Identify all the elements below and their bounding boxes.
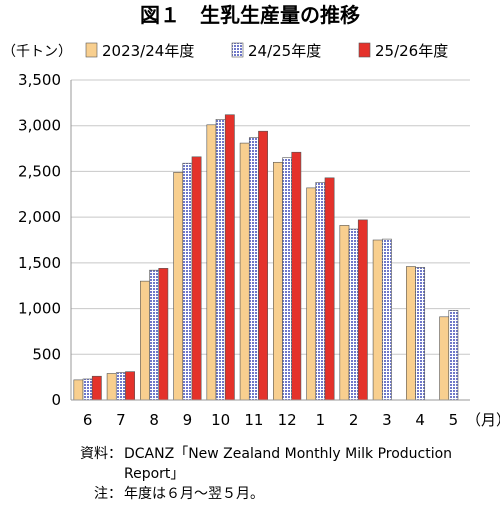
x-tick-label: 7 [116,411,126,429]
bar [173,172,184,401]
note-label: 注： [94,486,122,502]
bar [448,310,459,401]
y-tick-label: 2,000 [18,208,61,226]
legend-label: 24/25年度 [248,42,321,60]
x-tick-label: 8 [149,411,159,429]
note-text: 年度は６月～翌５月。 [124,486,264,502]
x-tick-label: 3 [382,411,392,429]
bar [125,371,135,401]
x-tick-label: 5 [449,411,459,429]
source-text: DCANZ「New Zealand Monthly Milk Productio… [124,446,453,482]
x-axis-unit: （月） [466,411,500,429]
y-axis-ticks: 0 500 1,000 1,500 2,000 2,500 3,000 3,500 [18,71,61,409]
bar [381,238,392,401]
x-tick-label: 10 [211,411,230,429]
source-row: 資料： DCANZ「New Zealand Monthly Milk Produ… [70,444,495,484]
note-row: 注： 年度は６月～翌５月。 [70,484,495,504]
bar [115,372,126,401]
bar [406,266,416,401]
legend-swatch [85,42,98,58]
bar [372,239,383,401]
y-axis-unit: （千トン） [2,44,72,60]
y-tick-label: 3,500 [18,71,61,89]
legend-swatch [358,42,371,58]
bar [348,228,359,401]
x-axis-ticks: 6 7 8 9 10 11 12 1 2 3 4 5 [83,411,458,429]
bar [206,124,217,401]
legend-label: 25/26年度 [375,42,448,60]
y-tick-label: 1,000 [18,300,61,318]
source-notes: 資料： DCANZ「New Zealand Monthly Milk Produ… [70,444,495,504]
milk-production-chart: 図１ 生乳生産量の推移 （千トン） 2023/24年度 24/25年度 25/26年… [2,3,500,429]
bar [73,379,84,401]
bar [282,157,293,401]
bar [224,114,235,401]
legend-label: 2023/24年度 [102,42,194,60]
bar [182,162,193,401]
x-tick-label: 2 [349,411,359,429]
bar [306,187,317,401]
x-tick-label: 1 [316,411,326,429]
y-tick-label: 2,500 [18,162,61,180]
bar [357,219,368,401]
bar [191,156,202,401]
bar [439,316,450,401]
y-tick-label: 500 [32,345,61,363]
chart-title: 図１ 生乳生産量の推移 [140,3,360,27]
x-tick-label: 6 [83,411,93,429]
bar [324,177,335,401]
bar [106,373,117,401]
source-label: 資料： [80,446,122,462]
bar [215,119,226,401]
bar [82,378,93,401]
bar [239,142,250,401]
y-tick-label: 1,500 [18,254,61,272]
bar [91,375,102,401]
bar [158,268,169,401]
x-tick-label: 9 [183,411,193,429]
x-tick-label: 11 [244,411,263,429]
x-tick-label: 12 [278,411,297,429]
bars [73,114,459,401]
bar [140,280,150,401]
bar [315,182,326,401]
legend: 2023/24年度 24/25年度 25/26年度 [85,42,448,60]
bar [339,225,350,401]
bar [273,161,283,401]
y-tick-label: 3,000 [18,117,61,135]
legend-swatch [231,42,244,58]
y-tick-label: 0 [51,391,61,409]
bar [415,267,426,401]
gridlines [71,79,470,355]
bar [291,151,302,401]
x-tick-label: 4 [415,411,425,429]
bar [149,269,160,401]
bar [248,137,259,401]
bar [258,130,268,401]
